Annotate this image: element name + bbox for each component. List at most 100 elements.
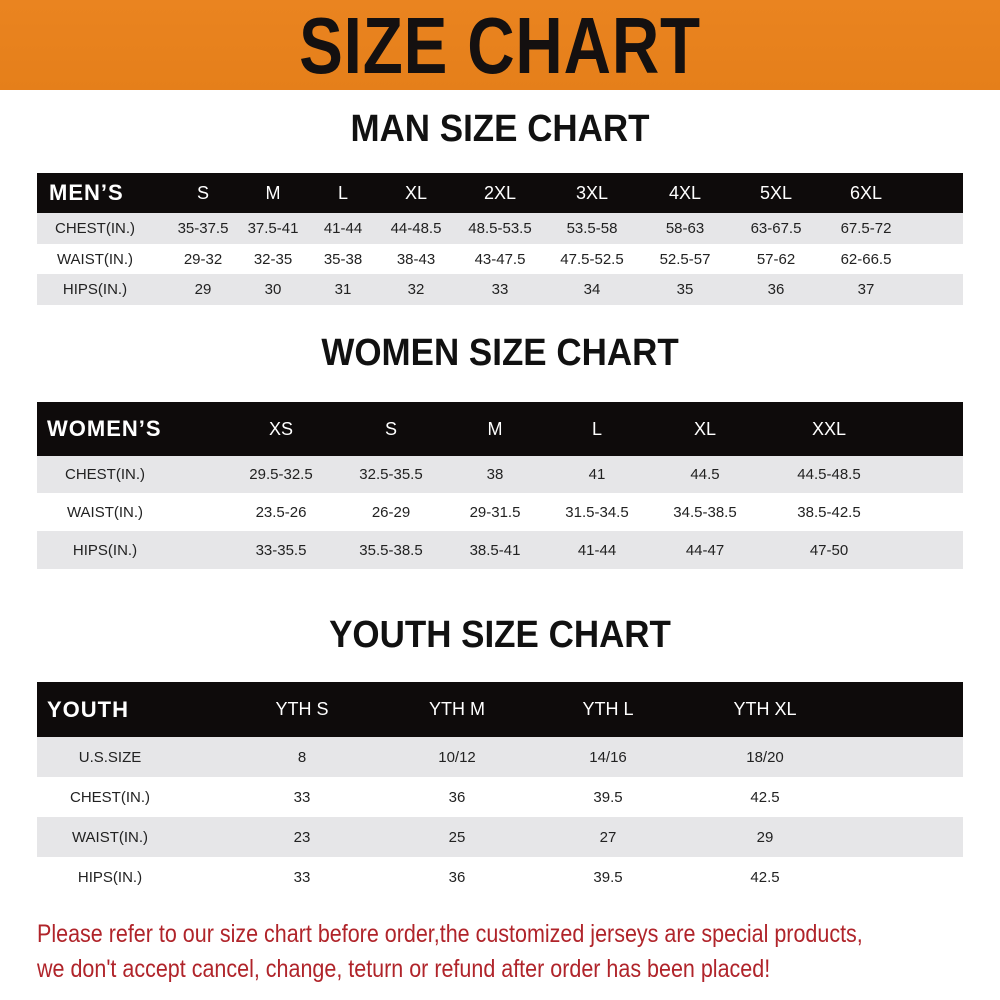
header-label: WOMEN’S bbox=[47, 416, 162, 441]
table-row: HIPS(IN.) 33 36 39.5 42.5 bbox=[37, 857, 963, 897]
table-cell: 39.5 bbox=[593, 868, 623, 886]
table-cell: 32-35 bbox=[253, 250, 293, 268]
table-cell: 41 bbox=[588, 466, 606, 483]
size-column-header: XS bbox=[268, 418, 294, 439]
row-label: WAIST(IN.) bbox=[71, 828, 149, 846]
size-column-header: 4XL bbox=[668, 182, 702, 203]
row-label: CHEST(IN.) bbox=[65, 466, 145, 483]
header-label: YOUTH bbox=[47, 696, 129, 722]
size-column-header: M bbox=[487, 418, 503, 439]
size-column-header: XXL bbox=[811, 418, 847, 439]
size-column-header: 3XL bbox=[575, 182, 609, 203]
table-cell: 62-66.5 bbox=[840, 250, 892, 268]
table-cell: 42.5 bbox=[750, 788, 780, 806]
table-cell: 33 bbox=[293, 868, 311, 886]
table-cell: 33 bbox=[491, 281, 509, 298]
table-cell: 35.5-38.5 bbox=[359, 541, 423, 559]
table-cell: 38 bbox=[486, 466, 504, 483]
table-cell: 38-43 bbox=[396, 250, 436, 268]
table-cell: 29-32 bbox=[183, 250, 223, 268]
table-cell: 29-31.5 bbox=[469, 503, 521, 521]
table-cell: 29 bbox=[756, 828, 774, 846]
table-cell: 34.5-38.5 bbox=[673, 503, 737, 521]
row-label: CHEST(IN.) bbox=[55, 220, 135, 237]
table-cell: 53.5-58 bbox=[566, 220, 618, 237]
table-cell: 57-62 bbox=[756, 250, 796, 268]
youth-header-row: YOUTH YTH S YTH M YTH L YTH XL bbox=[37, 682, 963, 737]
table-cell: 36 bbox=[448, 868, 466, 886]
row-label: WAIST(IN.) bbox=[66, 503, 144, 521]
table-cell: 29 bbox=[194, 281, 212, 298]
table-row: CHEST(IN.) 33 36 39.5 42.5 bbox=[37, 777, 963, 817]
row-label: CHEST(IN.) bbox=[70, 788, 150, 806]
table-row: HIPS(IN.) 29 30 31 32 33 34 35 36 37 bbox=[37, 274, 963, 305]
table-row: WAIST(IN.) 23 25 27 29 bbox=[37, 817, 963, 857]
banner-title: SIZE CHART bbox=[299, 1, 701, 90]
size-column-header: XL bbox=[693, 418, 717, 439]
table-cell: 38.5-41 bbox=[469, 541, 521, 559]
size-column-header: YTH L bbox=[582, 699, 634, 719]
table-cell: 33 bbox=[293, 788, 311, 806]
men-header-row: MEN’S S M L XL 2XL 3XL 4XL 5XL 6XL bbox=[37, 173, 963, 213]
size-column-header: S bbox=[196, 182, 210, 203]
table-cell: 37.5-41 bbox=[247, 220, 299, 237]
men-section-title: MAN SIZE CHART bbox=[350, 108, 650, 150]
table-cell: 58-63 bbox=[665, 220, 705, 237]
size-column-header: YTH M bbox=[429, 699, 485, 719]
table-cell: 35 bbox=[676, 281, 694, 298]
size-column-header: YTH S bbox=[275, 699, 329, 719]
table-cell: 41-44 bbox=[323, 220, 363, 237]
table-cell: 36 bbox=[767, 281, 785, 298]
table-cell: 44-47 bbox=[685, 541, 725, 559]
table-cell: 32.5-35.5 bbox=[359, 466, 423, 483]
youth-section-title: YOUTH SIZE CHART bbox=[329, 614, 671, 656]
notice-line-2: we don't accept cancel, change, teturn o… bbox=[37, 955, 771, 983]
table-cell: 47.5-52.5 bbox=[560, 250, 624, 268]
table-row: WAIST(IN.) 23.5-26 26-29 29-31.5 31.5-34.5 34… bbox=[37, 493, 963, 531]
table-cell: 26-29 bbox=[371, 503, 411, 521]
size-column-header: L bbox=[591, 418, 603, 439]
table-cell: 41-44 bbox=[577, 541, 617, 559]
size-column-header: M bbox=[265, 182, 281, 203]
size-column-header: 2XL bbox=[483, 182, 517, 203]
table-cell: 36 bbox=[448, 788, 466, 806]
table-cell: 8 bbox=[297, 748, 307, 766]
size-column-header: S bbox=[384, 418, 398, 439]
table-cell: 35-37.5 bbox=[177, 220, 229, 237]
table-cell: 43-47.5 bbox=[474, 250, 526, 268]
banner: SIZE CHART bbox=[0, 0, 1000, 90]
table-cell: 48.5-53.5 bbox=[468, 220, 532, 237]
table-cell: 29.5-32.5 bbox=[249, 466, 313, 483]
table-cell: 44-48.5 bbox=[390, 220, 442, 237]
table-cell: 32 bbox=[407, 281, 425, 298]
table-row: HIPS(IN.) 33-35.5 35.5-38.5 38.5-41 41-44 44-… bbox=[37, 531, 963, 569]
row-label: HIPS(IN.) bbox=[62, 281, 128, 298]
table-row: CHEST(IN.) 35-37.5 37.5-41 41-44 44-48.5 48.5… bbox=[37, 213, 963, 244]
table-row: WAIST(IN.) 29-32 32-35 35-38 38-43 43-47.5 47.… bbox=[37, 244, 963, 274]
table-cell: 35-38 bbox=[323, 250, 363, 268]
header-label: MEN’S bbox=[49, 180, 124, 205]
table-cell: 34 bbox=[583, 281, 601, 298]
table-cell: 18/20 bbox=[746, 748, 784, 766]
table-cell: 44.5 bbox=[690, 466, 720, 483]
table-cell: 42.5 bbox=[750, 868, 780, 886]
table-cell: 52.5-57 bbox=[659, 250, 711, 268]
row-label: HIPS(IN.) bbox=[77, 868, 143, 886]
table-row: U.S.SIZE 8 10/12 14/16 18/20 bbox=[37, 737, 963, 777]
table-cell: 31.5-34.5 bbox=[565, 503, 629, 521]
table-cell: 37 bbox=[857, 281, 875, 298]
table-cell: 38.5-42.5 bbox=[797, 503, 861, 521]
table-cell: 14/16 bbox=[589, 748, 627, 766]
size-column-header: 6XL bbox=[849, 182, 883, 203]
table-cell: 23.5-26 bbox=[255, 503, 307, 521]
size-column-header: 5XL bbox=[759, 182, 793, 203]
table-cell: 47-50 bbox=[809, 541, 849, 559]
size-column-header: XL bbox=[404, 182, 428, 203]
row-label: HIPS(IN.) bbox=[72, 541, 138, 559]
notice-line-1: Please refer to our size chart before or… bbox=[37, 920, 863, 948]
row-label: WAIST(IN.) bbox=[56, 250, 134, 268]
table-cell: 31 bbox=[334, 281, 352, 298]
women-section-title: WOMEN SIZE CHART bbox=[321, 332, 679, 374]
table-cell: 67.5-72 bbox=[840, 220, 892, 237]
table-cell: 33-35.5 bbox=[255, 541, 307, 559]
